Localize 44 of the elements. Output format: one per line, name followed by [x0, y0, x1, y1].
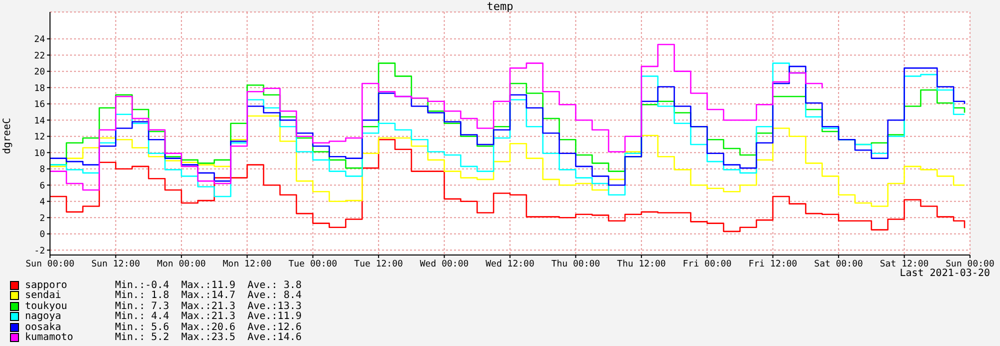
legend-label: sapporo [25, 280, 68, 291]
text: Min.: 7.3 Max.:21.3 Ave.:13.3 [115, 300, 302, 312]
y-tick-label: 14 [34, 116, 45, 126]
y-tick-label: 8 [40, 165, 45, 176]
y-tick-label: 16 [34, 100, 45, 110]
y-tick-label: 18 [34, 84, 45, 94]
text: Last 2021-03-20 [900, 268, 990, 279]
legend-label: toukyou [25, 300, 68, 312]
x-tick-label: Sun 12:00 [91, 259, 140, 270]
x-tick-label: Fri 12:00 [748, 259, 798, 270]
legend-label: sendai [25, 290, 62, 302]
text: Min.: 4.4 Max.:21.3 Ave.:11.9 [115, 311, 302, 322]
legend-label: nagoya [25, 311, 62, 322]
x-tick-label: Sun 00:00 [946, 259, 994, 270]
y-tick-label: 22 [34, 51, 45, 62]
y-tick-label: 12 [34, 132, 45, 143]
text: Min.:-0.4 Max.:11.9 Ave.: 3.8 [115, 280, 302, 291]
x-tick-label: Tue 00:00 [288, 259, 338, 270]
text: Min.: 5.6 Max.:20.6 Ave.:12.6 [115, 322, 302, 333]
y-tick-label: 24 [34, 35, 45, 46]
y-axis-title: dgreeC [2, 118, 13, 154]
y-tick-label: 4 [40, 198, 45, 208]
x-tick-label: Thu 00:00 [551, 259, 600, 270]
x-tick-label: Sat 00:00 [814, 259, 863, 270]
x-tick-label: Wed 12:00 [486, 259, 534, 270]
x-tick-label: Tue 12:00 [354, 259, 403, 270]
x-tick-label: Mon 00:00 [157, 259, 206, 270]
y-tick-label: 10 [34, 148, 45, 159]
y-tick-label: 6 [40, 181, 45, 192]
y-tick-label: 2 [40, 214, 45, 224]
y-tick-label: -2 [34, 246, 45, 256]
legend-label: oosaka [25, 322, 62, 333]
text: Min.: 5.2 Max.:23.5 Ave.:14.6 [115, 332, 302, 344]
y-tick-label: 0 [40, 230, 45, 240]
y-tick-label: 20 [34, 68, 45, 78]
x-tick-label: Sat 12:00 [880, 259, 929, 270]
text: Min.: 1.8 Max.:14.7 Ave.: 8.4 [115, 290, 302, 302]
x-tick-label: Sun 00:00 [26, 259, 74, 270]
chart-title: temp [486, 0, 514, 13]
x-tick-label: Fri 00:00 [682, 259, 732, 270]
x-tick-label: Wed 00:00 [420, 259, 469, 270]
x-tick-label: Thu 12:00 [617, 259, 666, 270]
legend-label: kumamoto [25, 332, 74, 344]
x-tick-label: Mon 12:00 [222, 259, 272, 270]
